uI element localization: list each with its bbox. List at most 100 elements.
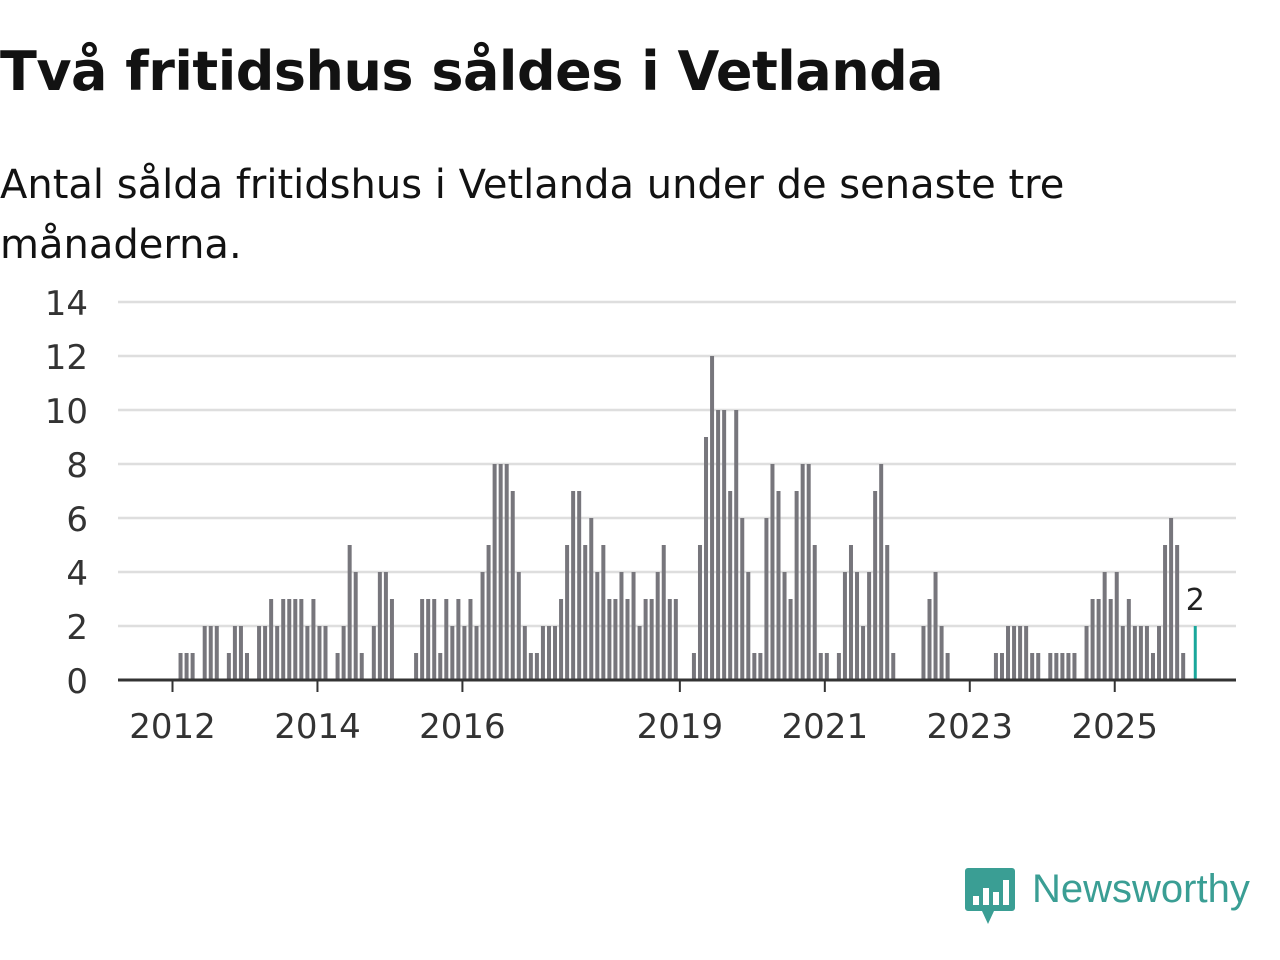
bar xyxy=(577,491,582,680)
bar xyxy=(710,356,715,680)
bar xyxy=(389,599,394,680)
bar xyxy=(619,572,624,680)
bar xyxy=(595,572,600,680)
bar xyxy=(347,545,352,680)
bar xyxy=(746,572,751,680)
bar xyxy=(438,653,443,680)
bar xyxy=(450,626,455,680)
x-tick-label: 2016 xyxy=(419,707,506,747)
bar xyxy=(432,599,437,680)
bar xyxy=(704,437,709,680)
x-tick-label: 2023 xyxy=(927,707,1014,747)
bar xyxy=(190,653,195,680)
bar xyxy=(269,599,274,680)
bar xyxy=(1102,572,1107,680)
bar xyxy=(1114,572,1119,680)
bar xyxy=(1090,599,1095,680)
bar xyxy=(510,491,515,680)
bar xyxy=(722,410,727,680)
bar xyxy=(444,599,449,680)
bar xyxy=(498,464,503,680)
bar xyxy=(323,626,328,680)
bar xyxy=(232,626,237,680)
bar xyxy=(631,572,636,680)
bar xyxy=(921,626,926,680)
bar xyxy=(776,491,781,680)
bar xyxy=(824,653,829,680)
bar xyxy=(758,653,763,680)
bar xyxy=(1169,518,1174,680)
bar xyxy=(885,545,890,680)
bar xyxy=(788,599,793,680)
bar xyxy=(522,626,527,680)
bar xyxy=(836,653,841,680)
bar xyxy=(607,599,612,680)
bar xyxy=(1024,626,1029,680)
bar xyxy=(546,626,551,680)
x-tick-label: 2012 xyxy=(129,707,216,747)
y-tick-label: 2 xyxy=(66,608,88,648)
bar xyxy=(589,518,594,680)
bar xyxy=(565,545,570,680)
bar xyxy=(353,572,358,680)
gridlines xyxy=(118,300,1236,628)
chart-subtitle: Antal sålda fritidshus i Vetlanda under … xyxy=(0,162,1065,268)
bar xyxy=(420,599,425,680)
y-tick-label: 14 xyxy=(45,284,88,324)
bar xyxy=(691,653,696,680)
bar xyxy=(667,599,672,680)
bar xyxy=(1006,626,1011,680)
bar xyxy=(426,599,431,680)
bar xyxy=(486,545,491,680)
bar xyxy=(287,599,292,680)
bar xyxy=(257,626,262,680)
bar xyxy=(1060,653,1065,680)
bar xyxy=(462,626,467,680)
bar xyxy=(468,599,473,680)
bar xyxy=(1157,626,1162,680)
bar xyxy=(891,653,896,680)
x-tick-label: 2021 xyxy=(782,707,869,747)
bar xyxy=(728,491,733,680)
bar xyxy=(601,545,606,680)
bar xyxy=(637,626,642,680)
bar xyxy=(1012,626,1017,680)
bar xyxy=(540,626,545,680)
bar xyxy=(238,626,243,680)
bar xyxy=(999,653,1004,680)
bar xyxy=(800,464,805,680)
bar xyxy=(855,572,860,680)
bar xyxy=(516,572,521,680)
bar xyxy=(643,599,648,680)
bar xyxy=(317,626,322,680)
bar xyxy=(794,491,799,680)
brand-name: Newsworthy xyxy=(1032,867,1250,911)
bar xyxy=(335,653,340,680)
bar xyxy=(764,518,769,680)
bar xyxy=(1150,653,1155,680)
bar xyxy=(613,599,618,680)
bar-highlight xyxy=(1193,626,1197,680)
x-tick-label: 2014 xyxy=(274,707,361,747)
bar xyxy=(244,653,249,680)
bar xyxy=(178,653,183,680)
bar xyxy=(1054,653,1059,680)
bar xyxy=(414,653,419,680)
y-tick-label: 12 xyxy=(45,338,88,378)
bar xyxy=(1144,626,1149,680)
bar xyxy=(655,572,660,680)
y-tick-label: 0 xyxy=(66,662,88,702)
bar xyxy=(1036,653,1041,680)
bar xyxy=(208,626,213,680)
newsworthy-logo: Newsworthy xyxy=(964,866,1280,928)
bar xyxy=(474,626,479,680)
bar xyxy=(649,599,654,680)
bar xyxy=(770,464,775,680)
bar xyxy=(534,653,539,680)
bar xyxy=(383,572,388,680)
bar xyxy=(528,653,533,680)
bar xyxy=(504,464,509,680)
bar xyxy=(1084,626,1089,680)
chart-title: Två fritidshus såldes i Vetlanda xyxy=(0,40,944,103)
